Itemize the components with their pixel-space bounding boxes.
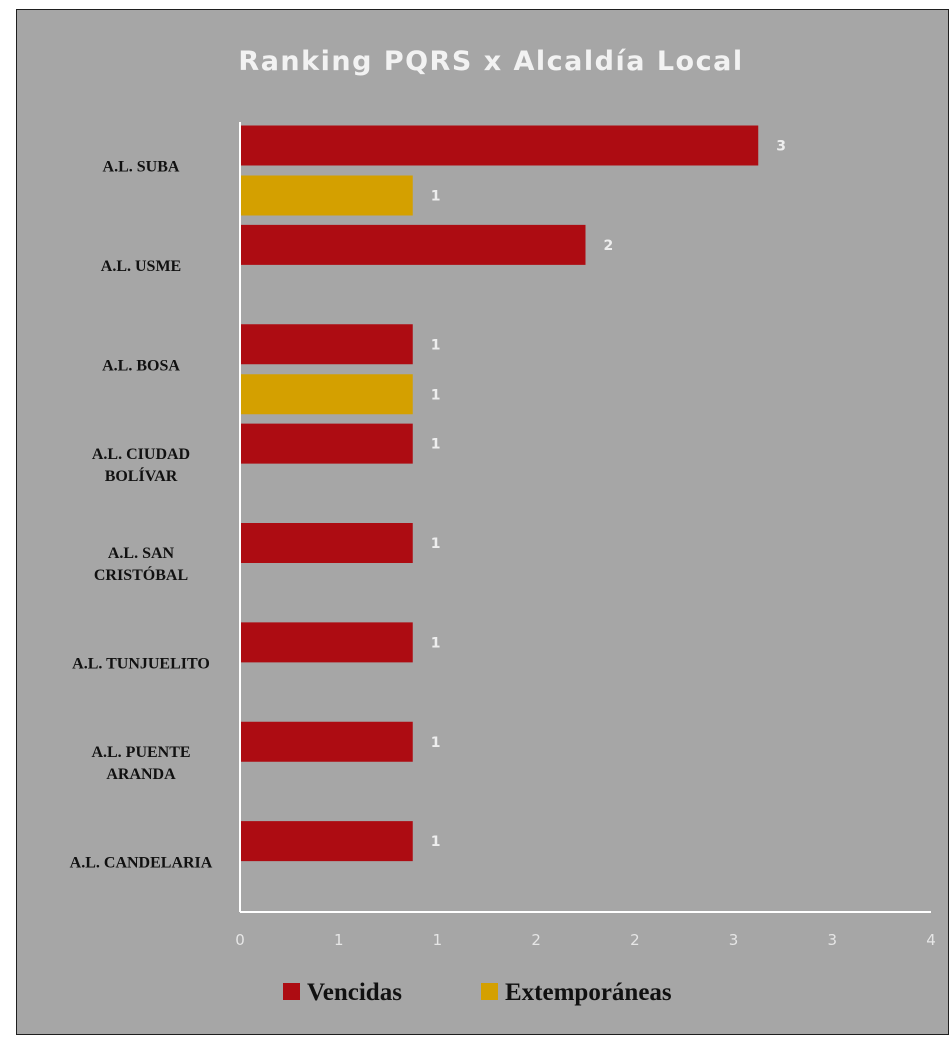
legend: Vencidas Extemporáneas [283,979,672,1006]
bar-extemporáneas-2 [240,374,413,415]
bar-vencidas-4 [240,523,413,563]
category-label-6: A.L. PUENTE ARANDA [91,744,190,783]
legend-swatch-extemporáneas [481,983,498,1000]
category-label-3: A.L. CIUDAD BOLÍVAR [92,446,190,485]
data-label-vencidas-0: 3 [776,139,786,155]
x-tick-label-5: 3 [729,931,739,949]
ticks-layer: 0 1 1 2 2 3 3 4 [235,931,936,949]
legend-label-vencidas: Vencidas [307,979,402,1006]
data-label-vencidas-5: 1 [431,635,441,651]
chart-title: Ranking PQRS x Alcaldía Local [238,46,743,77]
bar-vencidas-2 [240,324,413,365]
bar-vencidas-3 [240,423,413,464]
category-label-1: A.L. USME [101,258,181,275]
labels-layer: 3 1 A.L. SUBA 2 A.L. USME 1 1 A.L. BOSA 1 A.L. CI… [70,139,786,872]
legend-swatch-vencidas [283,983,300,1000]
category-label-7: A.L. CANDELARIA [70,854,213,871]
bar-vencidas-6 [240,721,413,762]
x-tick-label-0: 0 [235,931,245,949]
data-label-extemporáneas-2: 1 [431,387,441,403]
x-tick-label-7: 4 [926,931,936,949]
bar-vencidas-0 [240,125,759,166]
category-label-0: A.L. SUBA [103,159,180,176]
bars-layer [240,125,759,862]
x-tick-label-2: 1 [433,931,443,949]
bar-vencidas-1 [240,224,586,265]
chart-frame: Ranking PQRS x Alcaldía Local 3 1 A.L. SUB… [16,9,949,1035]
x-tick-label-4: 2 [630,931,640,949]
data-label-vencidas-3: 1 [431,437,441,453]
data-label-vencidas-4: 1 [431,536,441,552]
bar-extemporáneas-0 [240,175,413,216]
bar-vencidas-5 [240,622,413,663]
legend-label-extemporáneas: Extemporáneas [505,979,672,1006]
category-label-5: A.L. TUNJUELITO [72,656,210,673]
chart-svg: Ranking PQRS x Alcaldía Local 3 1 A.L. SUB… [70,46,936,1006]
category-label-4: A.L. SAN CRISTÓBAL [94,545,188,584]
data-label-extemporáneas-0: 1 [431,189,441,205]
bar-vencidas-7 [240,821,413,862]
data-label-vencidas-1: 2 [604,238,614,254]
data-label-vencidas-7: 1 [431,834,441,850]
x-tick-label-1: 1 [334,931,344,949]
category-label-2: A.L. BOSA [102,357,180,374]
data-label-vencidas-2: 1 [431,337,441,353]
data-label-vencidas-6: 1 [431,735,441,751]
x-tick-label-6: 3 [828,931,838,949]
x-tick-label-3: 2 [531,931,541,949]
